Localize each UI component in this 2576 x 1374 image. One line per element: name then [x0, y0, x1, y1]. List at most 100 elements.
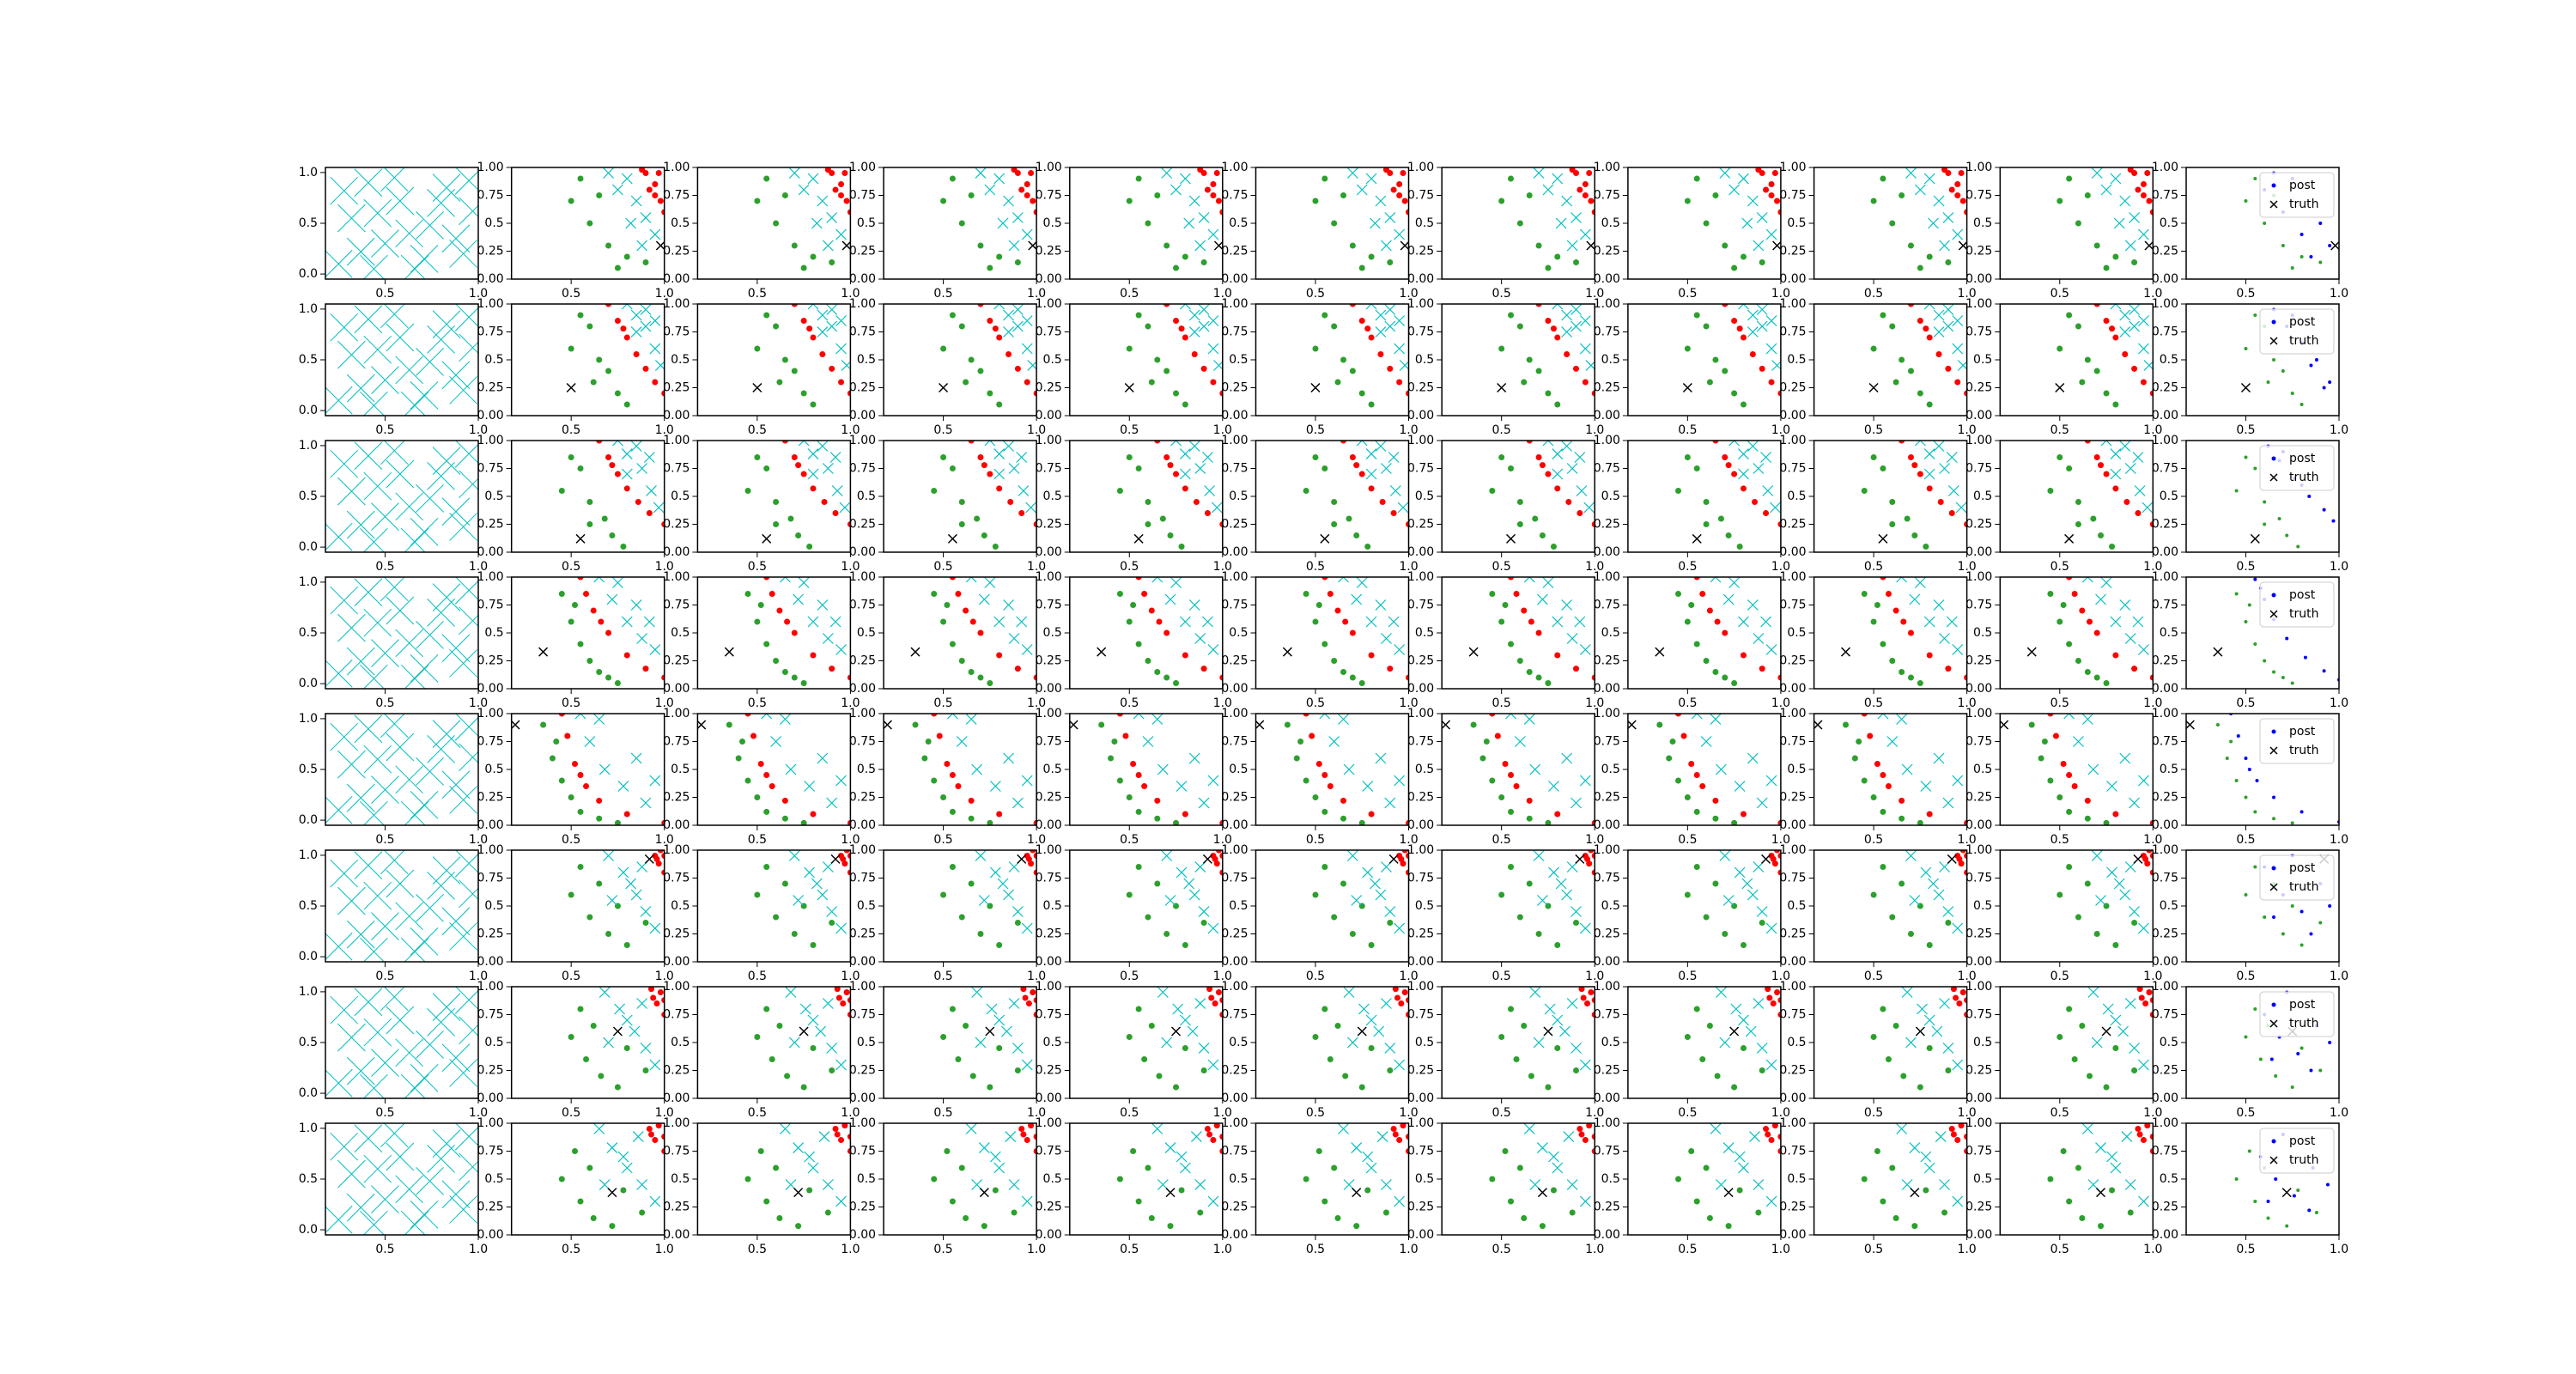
x-tick-label: 0.5 [1492, 560, 1511, 574]
y-tick-label: 0.25 [477, 245, 504, 258]
sample-point [1942, 906, 1954, 917]
sample-point [750, 733, 757, 739]
sample-point [1365, 448, 1377, 460]
sample-point [2258, 1057, 2263, 1061]
sample-point [1126, 345, 1133, 352]
sample-point [1777, 869, 1781, 876]
sample-point [822, 998, 834, 1009]
x-tick-label: 0.5 [933, 560, 952, 574]
sample-point [1388, 616, 1400, 628]
sample-point [1561, 195, 1573, 207]
subplot: 0.5 1.00.000.250.50.751.00 [849, 297, 1046, 437]
truth-point [1537, 1188, 1547, 1198]
x-tick-label: 0.5 [2050, 560, 2069, 574]
sample-point [1176, 866, 1188, 879]
sample-point [763, 641, 770, 647]
x-tick-label: 1.0 [1957, 970, 1976, 983]
y-tick-label: 1.00 [1779, 843, 1806, 857]
sample-point [1003, 889, 1014, 901]
sample-point [1740, 334, 1747, 341]
prior-point [449, 376, 477, 404]
y-tick-label: 0.25 [2152, 1064, 2178, 1078]
sample-point [1954, 1137, 1961, 1143]
subplot: 0.5 1.00.000.250.50.751.00 [663, 707, 860, 847]
sample-point [1502, 1148, 1509, 1154]
sample-point [1777, 674, 1781, 681]
sample-point [1885, 783, 1892, 789]
y-tick-label: 1.00 [477, 434, 504, 447]
sample-point [1135, 641, 1142, 647]
sample-point [649, 922, 661, 934]
y-tick-label: 0.5 [1601, 626, 1620, 640]
sample-point [1777, 997, 1781, 1004]
y-tick-label: 0.75 [1036, 599, 1062, 612]
sample-point [1550, 325, 1557, 332]
sample-point [817, 309, 829, 321]
sample-point [1552, 448, 1564, 460]
x-tick-label: 0.5 [1492, 833, 1511, 847]
y-tick-label: 0.75 [1594, 462, 1620, 476]
sample-point [1550, 544, 1557, 550]
sample-point [1368, 334, 1375, 341]
y-tick-label: 0.00 [1036, 272, 1062, 286]
plot-area [1684, 850, 1781, 948]
sample-point [1880, 175, 1886, 182]
sample-point [1315, 602, 1322, 608]
y-tick-label: 1.00 [1407, 980, 1434, 994]
sample-point [1033, 521, 1037, 527]
sample-point [620, 325, 627, 332]
sample-point [614, 819, 621, 825]
y-tick-label: 1.00 [1036, 161, 1062, 174]
truth-point [566, 382, 576, 393]
sample-point [657, 850, 664, 854]
sample-point [1945, 666, 1952, 672]
y-tick-label: 0.75 [849, 735, 876, 749]
y-tick-label: 1.0 [299, 166, 318, 179]
sample-point [1942, 320, 1954, 332]
sample-point [605, 454, 612, 460]
y-tick-label: 0.25 [1965, 245, 1992, 258]
sample-point [921, 755, 928, 762]
sample-point [625, 878, 637, 890]
y-tick-label: 1.00 [1594, 570, 1620, 584]
sample-point [1722, 454, 1728, 460]
prior-point [360, 254, 388, 279]
sample-point [1880, 312, 1886, 319]
plot-area [724, 577, 851, 686]
sample-point [965, 714, 977, 725]
sample-point [1880, 1198, 1886, 1205]
prior-point [380, 167, 409, 192]
sample-point [643, 452, 655, 463]
subplot: 0.5 1.00.000.250.50.751.00 [1407, 980, 1604, 1120]
sample-point [1148, 1215, 1155, 1221]
sample-point [2093, 454, 2100, 460]
sample-point [1923, 448, 1935, 460]
sample-point [2225, 757, 2229, 760]
sample-point [1406, 853, 1409, 859]
sample-point [636, 998, 648, 1009]
y-tick-label: 0.75 [1407, 325, 1434, 339]
sample-point [977, 242, 984, 249]
plot-area [1468, 577, 1595, 686]
sample-point [949, 175, 956, 182]
sample-point [558, 488, 565, 494]
sample-point [1526, 356, 1533, 363]
plot-area [744, 441, 851, 550]
sample-point [2103, 1084, 2110, 1091]
truth-point [1772, 240, 1781, 251]
sample-point [1923, 173, 1935, 185]
x-tick-label: 0.5 [1306, 1106, 1325, 1120]
sample-point [978, 593, 990, 605]
sample-point [596, 815, 603, 822]
truth-point [793, 1188, 804, 1198]
sample-point [829, 666, 835, 672]
sample-point [1364, 544, 1371, 550]
sample-point [2300, 1046, 2304, 1050]
post-point [2322, 508, 2326, 512]
sample-point [1703, 658, 1710, 664]
sample-point [1012, 304, 1024, 315]
sample-point [636, 463, 648, 474]
sample-point [2066, 1006, 2073, 1012]
sample-point [1942, 212, 1954, 223]
sample-point [987, 390, 993, 397]
